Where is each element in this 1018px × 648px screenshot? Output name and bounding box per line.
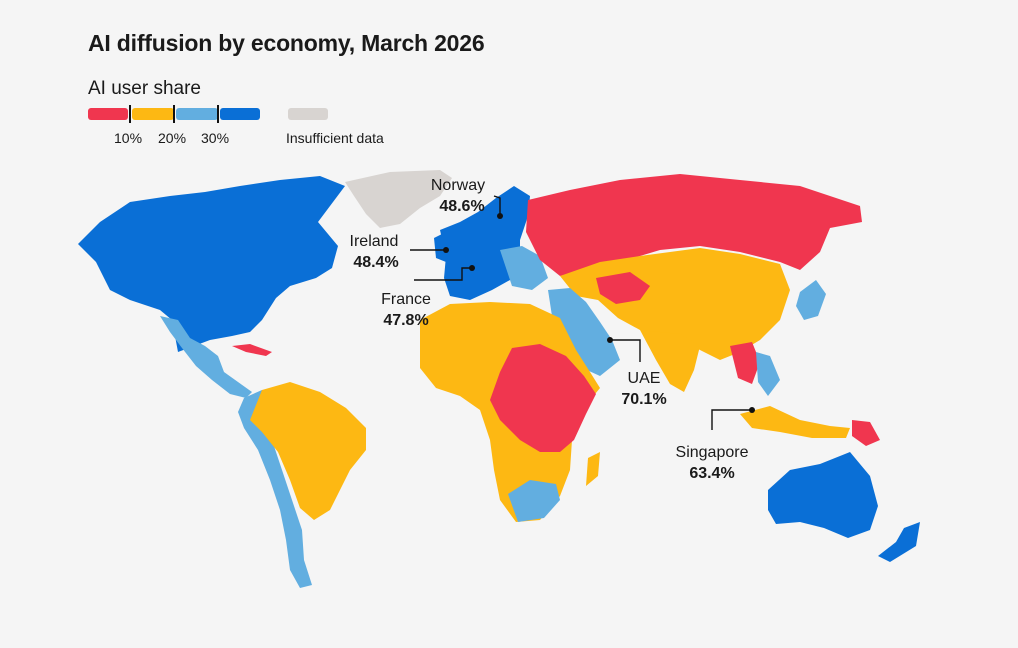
legend-swatch-insufficient (288, 108, 328, 120)
legend-title: AI user share (88, 78, 201, 99)
region-japan (796, 280, 826, 320)
legend-swatch-10-20 (132, 108, 174, 120)
region-madagascar (586, 452, 600, 486)
norway-dot (497, 213, 503, 219)
region-eastern-europe (500, 246, 548, 290)
callout-dots (443, 213, 755, 413)
region-uk-ireland (434, 232, 452, 262)
callout-singapore-name: Singapore (676, 444, 749, 461)
callout-ireland-value: 48.4% (353, 254, 398, 271)
region-russia (526, 174, 862, 276)
legend-swatch-under-10 (88, 108, 128, 120)
callout-france-value: 47.8% (383, 312, 428, 329)
legend-tick-20 (173, 105, 175, 123)
legend-swatch-over-30 (220, 108, 260, 120)
norway-leader (493, 195, 501, 216)
legend-tick-label-30: 30% (201, 130, 230, 146)
region-india (640, 330, 700, 392)
callout-norway-value: 48.6% (439, 198, 484, 215)
region-mexico (160, 316, 252, 398)
legend-swatch-20-30 (176, 108, 218, 120)
region-central-asia (596, 272, 650, 304)
ireland-dot (443, 247, 449, 253)
france-leader (414, 267, 472, 281)
region-australia (768, 452, 878, 538)
region-middle-east (548, 288, 620, 376)
callout-ireland-name: Ireland (350, 233, 399, 250)
callout-singapore-value: 63.4% (689, 465, 734, 482)
region-south-america-west (238, 390, 312, 588)
region-south-africa (508, 480, 560, 522)
legend-insufficient-label: Insufficient data (286, 130, 384, 146)
legend: 10% 20% 30% Insufficient data (88, 105, 428, 148)
legend-tick-10 (129, 105, 131, 123)
callout-uae-value: 70.1% (621, 391, 666, 408)
legend-tick-label-10: 10% (114, 130, 143, 146)
singapore-dot (749, 407, 755, 413)
callout-uae-name: UAE (628, 370, 661, 387)
region-png (852, 420, 880, 446)
region-north-america (78, 176, 345, 352)
region-indonesia (740, 406, 850, 438)
region-greenland (345, 170, 452, 228)
callout-lines (410, 195, 752, 430)
uae-leader (610, 339, 641, 362)
legend-tick-30 (217, 105, 219, 123)
region-cuba (232, 344, 272, 356)
region-south-america (250, 382, 366, 520)
region-africa-east (490, 344, 596, 452)
callout-france-name: France (381, 291, 431, 308)
region-indochina (730, 342, 760, 384)
uae-dot (607, 337, 613, 343)
map-title: AI diffusion by economy, March 2026 (88, 30, 485, 56)
france-dot (469, 265, 475, 271)
callout-norway-name: Norway (431, 177, 485, 194)
singapore-leader (711, 409, 752, 430)
legend-tick-label-20: 20% (158, 130, 187, 146)
region-se-asia-light (756, 352, 780, 396)
region-new-zealand (878, 522, 920, 562)
